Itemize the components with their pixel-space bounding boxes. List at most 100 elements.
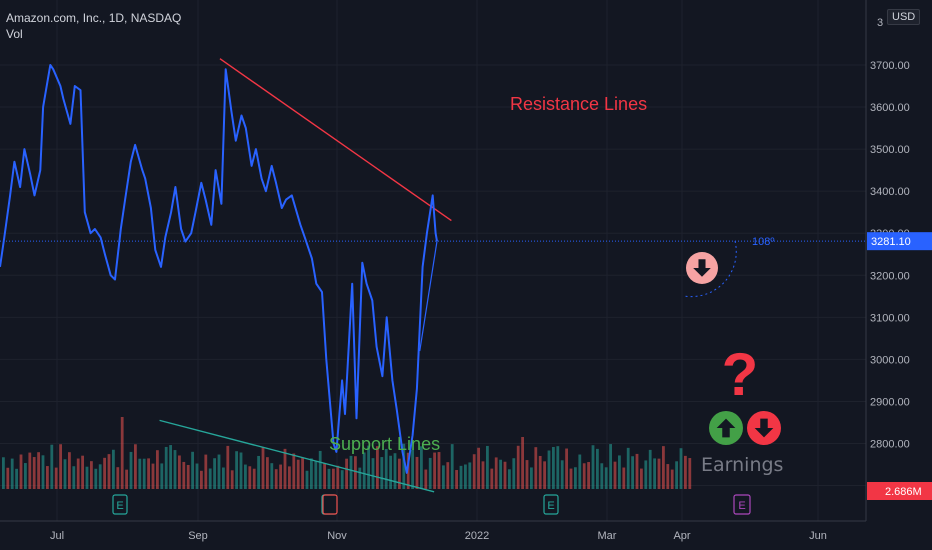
volume-bar: [679, 448, 683, 489]
volume-bar: [477, 447, 480, 489]
volume-bar: [28, 452, 32, 489]
volume-bar: [200, 470, 203, 489]
volume-bar: [494, 457, 498, 489]
volume-bar: [389, 455, 392, 489]
support-label: Support Lines: [329, 434, 440, 454]
current-price-label: 3281.10: [871, 236, 911, 248]
earnings-marker-letter: E: [116, 500, 123, 512]
volume-bar: [94, 468, 98, 489]
time-tick-label: Nov: [327, 530, 347, 542]
volume-bar: [415, 456, 419, 489]
volume-bar: [490, 468, 494, 489]
price-series-line[interactable]: [0, 64, 438, 474]
volume-bar: [472, 454, 476, 489]
volume-badge: [867, 482, 932, 500]
resistance-label: Resistance Lines: [510, 94, 647, 114]
volume-bar: [103, 457, 106, 489]
volume-bar: [107, 454, 111, 489]
price-tick-label: 3100.00: [870, 312, 910, 324]
volume-bar: [609, 444, 612, 489]
volume-bar: [464, 464, 467, 489]
volume-bar: [450, 444, 454, 489]
volume-bar: [578, 454, 582, 489]
volume-bar: [362, 452, 366, 489]
earnings-marker-icon[interactable]: [112, 494, 128, 515]
volume-bar: [543, 461, 546, 489]
symbol-title: Amazon.com, Inc., 1D, NASDAQ: [6, 11, 182, 25]
down-arrow-icon-glyph: [693, 259, 711, 277]
angle-label: 108º: [752, 236, 774, 248]
volume-bar: [248, 466, 252, 489]
currency-button[interactable]: USD: [887, 9, 921, 25]
volume-bar: [54, 467, 58, 489]
earnings-marker-letter: E: [547, 500, 554, 512]
volume-bar: [376, 446, 379, 489]
volume-bar: [288, 466, 291, 489]
volume-bar: [446, 462, 450, 489]
volume-bar: [437, 452, 441, 489]
volume-bar: [296, 459, 300, 489]
volume-bar: [662, 446, 665, 489]
volume-bar: [556, 446, 560, 489]
support-trendline[interactable]: [159, 419, 435, 493]
volume-bar: [10, 458, 14, 489]
angle-line[interactable]: [419, 241, 438, 352]
volume-bar: [521, 437, 524, 489]
volume-bar: [81, 455, 84, 489]
volume-bar: [644, 460, 648, 489]
volume-bar: [222, 467, 225, 489]
earnings-marker-icon[interactable]: [733, 494, 751, 515]
volume-bar: [367, 445, 370, 489]
volume-bar: [120, 417, 124, 489]
price-tick-label: 3600.00: [870, 102, 910, 114]
volume-bar: [134, 444, 137, 489]
time-tick-label: Apr: [673, 530, 690, 542]
volume-bar: [684, 455, 687, 489]
volume-bar: [156, 450, 159, 489]
price-tick-label: 3500.00: [870, 144, 910, 156]
time-tick-label: Jun: [809, 530, 827, 542]
volume-bar: [688, 458, 692, 489]
time-tick-label: 2022: [465, 530, 489, 542]
volume-bar: [349, 455, 353, 489]
volume-bar: [173, 450, 177, 489]
price-tick-label: 3700.00: [870, 60, 910, 72]
volume-bar: [116, 467, 120, 489]
volume-bar: [283, 448, 287, 489]
volume-bar: [640, 468, 643, 489]
earnings-marker-icon[interactable]: [322, 494, 338, 515]
volume-bar: [310, 458, 313, 489]
volume-bar: [626, 447, 630, 489]
volume-bar: [587, 462, 590, 489]
price-axis[interactable]: [866, 0, 932, 521]
volume-bar: [569, 468, 573, 489]
volume-bar: [516, 445, 520, 489]
volume-bar: [323, 463, 326, 489]
volume-bar: [129, 451, 133, 489]
volume-bar: [142, 458, 146, 489]
volume-bar: [345, 458, 348, 489]
volume-bar: [239, 452, 243, 489]
price-tick-label: 2900.00: [870, 396, 910, 408]
volume-bar: [68, 452, 71, 489]
volume-bar: [380, 457, 384, 489]
volume-bar: [402, 443, 406, 489]
volume-bar: [591, 445, 595, 489]
volume-bar: [666, 464, 670, 489]
volume-bar: [208, 468, 212, 489]
up-arrow-icon-glyph: [716, 418, 736, 438]
volume-bar: [406, 452, 410, 489]
volume-bar: [398, 458, 401, 489]
resistance-trendline[interactable]: [219, 58, 452, 222]
earnings-marker-letter: E: [738, 500, 745, 512]
volume-bar: [230, 470, 234, 489]
volume-bar: [486, 445, 489, 489]
volume-bar: [318, 450, 322, 489]
earnings-marker-icon[interactable]: [543, 494, 559, 515]
time-tick-label: Mar: [598, 530, 617, 542]
time-tick-label: Sep: [188, 530, 208, 542]
volume-bar: [393, 453, 397, 489]
volume-bar: [76, 458, 80, 489]
